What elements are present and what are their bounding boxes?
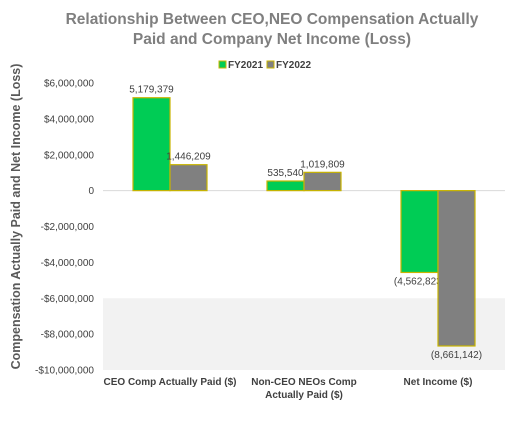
- bar-fy2021-0: [132, 97, 171, 192]
- legend-swatch-fy2021: [218, 60, 227, 69]
- bar-fy2022-1: [303, 171, 342, 192]
- bar-fy2022-2: [437, 190, 476, 347]
- y-axis: $6,000,000 $4,000,000 $2,000,000 0 -$2,000,0…: [9, 64, 94, 377]
- y-tick-label: -$8,000,000: [41, 330, 95, 341]
- data-label-fy2021-2: (4,562,823): [394, 276, 445, 287]
- data-label-fy2022-1: 1,019,809: [300, 159, 345, 170]
- y-tick-label: $2,000,000: [44, 150, 94, 161]
- bar-fy2021-1: [266, 180, 305, 192]
- y-tick-label: $6,000,000: [44, 79, 94, 90]
- data-label-fy2021-1: 535,540: [267, 168, 304, 179]
- bar-fy2022-0: [169, 164, 208, 192]
- data-label-fy2022-2: (8,661,142): [431, 350, 482, 361]
- y-tick-label: 0: [88, 186, 94, 197]
- y-axis-title: Compensation Actually Paid and Net Incom…: [9, 64, 23, 370]
- x-category-label: Net Income ($): [404, 377, 473, 388]
- legend-swatch-fy2022: [266, 60, 275, 69]
- legend-label-fy2021: FY2021: [228, 60, 263, 71]
- y-tick-label: -$6,000,000: [41, 294, 95, 305]
- x-category-label: CEO Comp Actually Paid ($): [104, 377, 237, 388]
- x-category-label: Actually Paid ($): [265, 390, 343, 401]
- data-label-fy2021-0: 5,179,379: [129, 85, 174, 96]
- y-tick-label: -$10,000,000: [35, 366, 94, 377]
- data-label-fy2022-0: 1,446,209: [166, 152, 211, 163]
- x-category-label: Non-CEO NEOs Comp: [251, 377, 357, 388]
- y-tick-label: -$2,000,000: [41, 222, 95, 233]
- legend-label-fy2022: FY2022: [276, 60, 311, 71]
- y-tick-label: -$4,000,000: [41, 258, 95, 269]
- bar-fy2021-2: [400, 190, 439, 274]
- legend: FY2021 FY2022: [218, 60, 311, 71]
- chart-title-line: Paid and Company Net Income (Loss): [133, 31, 411, 48]
- x-axis: CEO Comp Actually Paid ($) Non-CEO NEOs C…: [104, 377, 473, 401]
- chart-title-line: Relationship Between CEO,NEO Compensatio…: [66, 11, 479, 28]
- plot-area: 5,179,379 535,540 (4,562,823) 1,446,209 1,01…: [103, 85, 505, 370]
- y-tick-label: $4,000,000: [44, 114, 94, 125]
- chart-title: Relationship Between CEO,NEO Compensatio…: [66, 11, 479, 48]
